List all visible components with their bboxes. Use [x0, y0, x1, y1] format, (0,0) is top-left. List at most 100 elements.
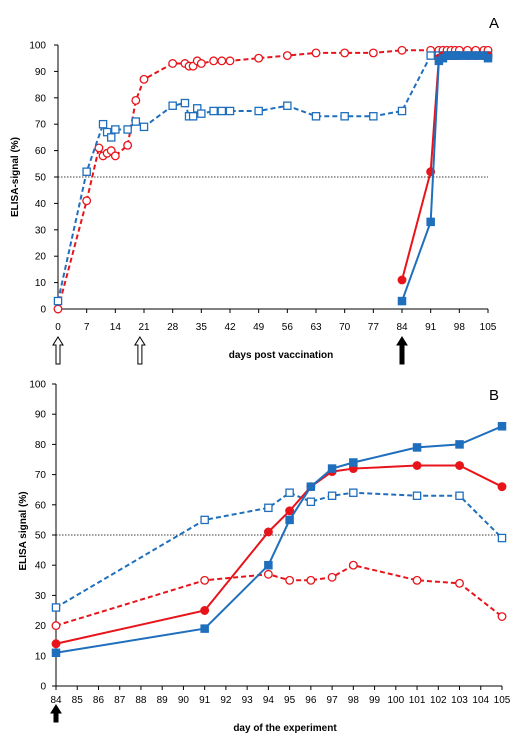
- data-point: [285, 506, 295, 516]
- x-tick-label: 77: [368, 322, 380, 333]
- data-point: [283, 101, 292, 110]
- y-tick-label: 50: [35, 173, 47, 184]
- x-tick-label: 0: [55, 322, 61, 333]
- data-point: [263, 527, 273, 537]
- y-tick-label: 70: [35, 120, 47, 131]
- data-point: [412, 443, 422, 452]
- x-axis-label-b: day of the experiment: [233, 723, 337, 734]
- data-point: [340, 112, 349, 121]
- x-tick-label: 96: [305, 695, 317, 706]
- data-point: [209, 106, 218, 116]
- data-point: [471, 51, 480, 60]
- data-point: [217, 56, 227, 66]
- x-tick-label: 102: [430, 695, 447, 706]
- data-point: [200, 606, 210, 615]
- y-tick-label: 30: [35, 225, 47, 236]
- panel-label-a: A: [489, 15, 499, 32]
- data-point: [285, 515, 294, 525]
- y-tick-label: 70: [35, 470, 47, 481]
- data-point: [455, 491, 464, 500]
- x-axis-label-a: days post vaccination: [229, 350, 333, 361]
- data-point: [412, 491, 422, 500]
- series-line-2: [57, 54, 488, 302]
- data-point: [497, 612, 507, 621]
- x-tick-label: 97: [327, 695, 339, 706]
- chart-panel-a: A ELISA-signal (%) days post vaccination…: [10, 15, 499, 365]
- x-tick-label: 100: [387, 695, 404, 706]
- y-tick-label: 100: [29, 380, 46, 391]
- x-tick-label: 105: [494, 695, 511, 706]
- data-point: [285, 575, 295, 585]
- x-tick-label: 95: [284, 695, 296, 706]
- x-tick-label: 101: [409, 695, 426, 706]
- data-point: [285, 488, 294, 497]
- data-point: [51, 648, 61, 658]
- data-point: [397, 275, 407, 285]
- data-point: [53, 304, 63, 314]
- data-point: [53, 296, 63, 306]
- data-point: [168, 59, 178, 68]
- x-tick-label: 70: [339, 322, 351, 333]
- data-point: [51, 603, 61, 612]
- y-tick-label: 80: [35, 93, 47, 104]
- data-point: [311, 48, 321, 58]
- x-tick-label: 91: [199, 695, 211, 706]
- series-line-3: [55, 464, 503, 645]
- challenge-arrow-icon: [50, 704, 62, 723]
- y-tick-label: 100: [29, 41, 46, 52]
- data-point: [196, 59, 206, 68]
- data-point: [327, 491, 337, 500]
- y-tick-label: 60: [35, 500, 47, 511]
- x-tick-label: 56: [282, 322, 294, 333]
- y-tick-label: 50: [35, 531, 47, 542]
- data-point: [200, 575, 210, 585]
- x-tick-label: 99: [369, 695, 381, 706]
- x-tick-label: 49: [253, 322, 265, 333]
- y-tick-label: 90: [35, 410, 47, 421]
- data-point: [397, 45, 407, 55]
- x-tick-label: 21: [138, 322, 150, 333]
- x-tick-label: 98: [454, 322, 466, 333]
- data-point: [397, 106, 407, 116]
- series-line-1: [55, 491, 503, 609]
- data-point: [82, 167, 91, 176]
- data-point: [483, 53, 493, 63]
- data-point: [51, 639, 61, 649]
- vaccination-arrow-icon: [134, 336, 146, 365]
- data-point: [197, 109, 206, 118]
- challenge-arrow-icon: [396, 336, 408, 365]
- x-tick-label: 14: [110, 322, 122, 333]
- data-point: [110, 151, 120, 161]
- y-tick-label: 40: [35, 199, 47, 210]
- x-tick-label: 84: [50, 695, 62, 706]
- y-tick-label: 60: [35, 146, 47, 157]
- data-point: [264, 560, 273, 570]
- data-point: [349, 458, 358, 467]
- y-axis-label-a: ELISA-signal (%): [10, 137, 21, 217]
- data-point: [327, 464, 337, 473]
- data-point: [497, 533, 507, 543]
- data-point: [311, 112, 321, 121]
- data-point: [455, 51, 464, 60]
- y-tick-label: 0: [40, 682, 46, 693]
- data-point: [94, 143, 104, 153]
- data-point: [254, 106, 263, 116]
- data-point: [123, 125, 132, 134]
- x-tick-label: 103: [451, 695, 468, 706]
- data-point: [368, 48, 378, 58]
- data-point: [327, 572, 337, 582]
- series-line-4: [55, 425, 503, 654]
- x-tick-label: 42: [224, 322, 236, 333]
- x-tick-label: 93: [242, 695, 254, 706]
- series-line-1: [57, 49, 488, 310]
- x-tick-label: 94: [263, 695, 275, 706]
- data-point: [200, 624, 209, 633]
- data-point: [51, 621, 61, 631]
- y-tick-label: 40: [35, 561, 47, 572]
- data-point: [106, 133, 116, 142]
- data-point: [139, 122, 149, 132]
- data-point: [369, 112, 378, 121]
- data-point: [263, 569, 273, 579]
- y-tick-label: 10: [35, 651, 47, 662]
